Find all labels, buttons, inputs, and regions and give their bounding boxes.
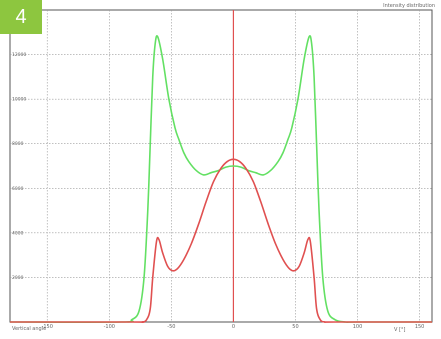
series-line-2	[10, 158, 432, 323]
figure-number-badge: 4	[0, 0, 42, 34]
x-axis-label: Vertical angle	[12, 326, 47, 332]
x-tick-label: -100	[104, 324, 115, 330]
y-tick-label: 8000	[12, 141, 24, 147]
x-tick-label: 50	[292, 324, 298, 330]
x-tick-label: 150	[415, 324, 425, 330]
y-tick-label: 6000	[12, 186, 24, 192]
x-tick-label: 100	[353, 324, 363, 330]
chart-title: Intensity distribution	[383, 3, 435, 9]
x-tick-label: -150	[42, 324, 53, 330]
y-tick-label: 10000	[12, 97, 26, 103]
y-tick-label: 4000	[12, 230, 24, 236]
plot-frame	[9, 9, 433, 323]
x-tick-label: 0	[232, 324, 235, 330]
x-axis-unit: V [°]	[394, 327, 406, 333]
y-tick-label: 2000	[12, 275, 24, 281]
x-tick-label: -50	[167, 324, 175, 330]
series-line-1	[9, 34, 432, 323]
y-tick-label: 12000	[12, 52, 26, 58]
